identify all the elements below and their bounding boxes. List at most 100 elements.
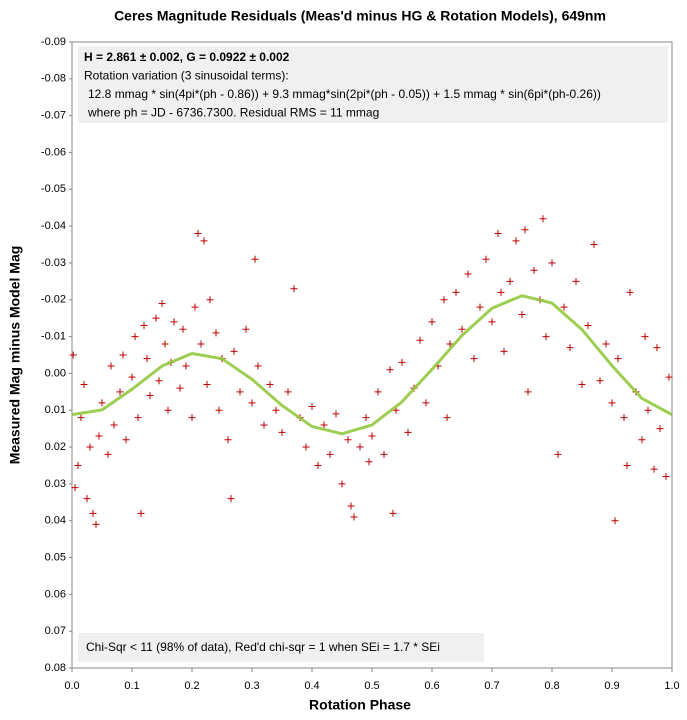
y-tick-label: 0.04 <box>45 515 66 527</box>
scatter-point <box>560 303 568 311</box>
y-tick-label: 0.01 <box>45 404 66 416</box>
x-tick-label: 0.1 <box>124 680 139 692</box>
y-tick-label: 0.07 <box>45 625 66 637</box>
scatter-point <box>71 484 79 492</box>
scatter-point <box>161 340 169 348</box>
scatter-point <box>290 285 298 293</box>
scatter-point <box>95 432 103 440</box>
scatter-point <box>110 421 118 429</box>
scatter-point <box>260 421 268 429</box>
annotation-text: where ph = JD - 6736.7300. Residual RMS … <box>87 106 379 120</box>
y-tick-label: -0.06 <box>41 146 66 158</box>
scatter-point <box>140 322 148 330</box>
x-tick-label: 0.6 <box>424 680 439 692</box>
scatter-point <box>326 450 334 458</box>
scatter-point <box>602 340 610 348</box>
scatter-point <box>122 436 130 444</box>
scatter-point <box>464 270 472 278</box>
scatter-point <box>422 399 430 407</box>
scatter-point <box>404 428 412 436</box>
scatter-point <box>137 509 145 517</box>
scatter-point <box>380 450 388 458</box>
scatter-point <box>665 373 673 381</box>
scatter-point <box>623 461 631 469</box>
annotation-text: Chi-Sqr < 11 (98% of data), Red'd chi-sq… <box>86 640 440 654</box>
scatter-point <box>374 388 382 396</box>
scatter-point <box>77 414 85 422</box>
x-axis-label: Rotation Phase <box>309 697 411 713</box>
scatter-point <box>458 325 466 333</box>
scatter-point <box>638 436 646 444</box>
scatter-point <box>188 414 196 422</box>
x-tick-label: 0.4 <box>304 680 319 692</box>
scatter-point <box>254 362 262 370</box>
scatter-point <box>596 377 604 385</box>
x-tick-label: 0.2 <box>184 680 199 692</box>
scatter-point <box>104 450 112 458</box>
scatter-point <box>662 473 670 481</box>
scatter-point <box>356 443 364 451</box>
scatter-point <box>86 443 94 451</box>
scatter-point <box>620 414 628 422</box>
scatter-point <box>512 237 520 245</box>
scatter-point <box>584 322 592 330</box>
y-tick-label: -0.02 <box>41 294 66 306</box>
scatter-point <box>302 443 310 451</box>
chart-title: Ceres Magnitude Residuals (Meas'd minus … <box>114 8 606 24</box>
scatter-point <box>158 299 166 307</box>
scatter-point <box>230 347 238 355</box>
y-tick-label: 0.05 <box>45 551 66 563</box>
scatter-point <box>197 340 205 348</box>
scatter-point <box>176 384 184 392</box>
scatter-point <box>248 399 256 407</box>
x-tick-label: 0.9 <box>604 680 619 692</box>
y-tick-label: -0.05 <box>41 183 66 195</box>
scatter-point <box>206 296 214 304</box>
y-tick-label: 0.00 <box>45 367 66 379</box>
y-tick-label: -0.04 <box>41 220 66 232</box>
scatter-point <box>89 509 97 517</box>
scatter-point <box>92 520 100 528</box>
scatter-point <box>626 288 634 296</box>
scatter-point <box>641 333 649 341</box>
scatter-point <box>80 380 88 388</box>
scatter-point <box>650 465 658 473</box>
x-tick-label: 0.7 <box>484 680 499 692</box>
annotation-text: 12.8 mmag * sin(4pi*(ph - 0.86)) + 9.3 m… <box>88 87 601 101</box>
scatter-point <box>134 414 142 422</box>
scatter-point <box>203 380 211 388</box>
scatter-point <box>428 318 436 326</box>
scatter-point <box>200 237 208 245</box>
annotation-box <box>78 46 668 123</box>
scatter-point <box>521 226 529 234</box>
annotation-box <box>78 633 484 662</box>
y-tick-label: -0.03 <box>41 257 66 269</box>
scatter-point <box>284 388 292 396</box>
scatter-point <box>308 403 316 411</box>
scatter-point <box>164 406 172 414</box>
scatter-point <box>542 333 550 341</box>
y-tick-label: -0.08 <box>41 73 66 85</box>
scatter-point <box>320 421 328 429</box>
y-tick-label: -0.09 <box>41 36 66 48</box>
x-tick-label: 0.0 <box>64 680 79 692</box>
scatter-point <box>272 406 280 414</box>
annotation-text: H = 2.861 ± 0.002, G = 0.0922 ± 0.002 <box>84 50 290 64</box>
x-tick-label: 0.5 <box>364 680 379 692</box>
scatter-point <box>314 461 322 469</box>
y-tick-label: 0.02 <box>45 441 66 453</box>
scatter-point <box>476 303 484 311</box>
annotation-text: Rotation variation (3 sinusoidal terms): <box>84 69 289 83</box>
scatter-point <box>500 347 508 355</box>
scatter-point <box>524 388 532 396</box>
scatter-point <box>644 406 652 414</box>
scatter-point <box>365 458 373 466</box>
scatter-point <box>69 351 77 359</box>
scatter-point <box>74 461 82 469</box>
scatter-point <box>170 318 178 326</box>
scatter-point <box>179 325 187 333</box>
scatter-point <box>362 414 370 422</box>
scatter-point <box>389 509 397 517</box>
y-tick-label: -0.01 <box>41 330 66 342</box>
